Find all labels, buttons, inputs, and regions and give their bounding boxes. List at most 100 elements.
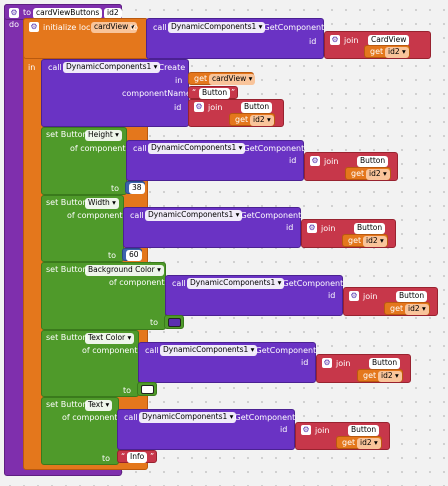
id-label: id xyxy=(301,358,309,367)
string-button[interactable]: Button xyxy=(396,291,428,302)
procedure-param-field[interactable]: id2 xyxy=(104,8,122,19)
component-dropdown[interactable]: DynamicComponents1 ▾ xyxy=(139,412,237,423)
color-block[interactable] xyxy=(137,382,157,396)
call-label: call xyxy=(172,279,186,288)
color-block[interactable] xyxy=(164,315,184,329)
get-var-field[interactable]: id2 ▾ xyxy=(378,371,402,382)
gear-icon[interactable]: ⚙ xyxy=(29,22,39,32)
string-button[interactable]: Button xyxy=(241,102,273,113)
color-swatch[interactable] xyxy=(141,385,154,394)
get-id2-block[interactable]: get id2 ▾ xyxy=(384,302,430,315)
property-dropdown[interactable]: Width ▾ xyxy=(85,198,119,209)
number-block[interactable]: 60 xyxy=(122,248,142,261)
set-text-block[interactable]: set Button. Text ▾ of component to xyxy=(41,397,119,465)
get-var-field[interactable]: cardView ▾ xyxy=(209,74,256,85)
component-dropdown[interactable]: DynamicComponents1 ▾ xyxy=(63,62,161,73)
of-component-label: of component xyxy=(109,278,165,287)
get-var-field[interactable]: id2 ▾ xyxy=(405,304,429,315)
get-cardview-block[interactable]: get cardView ▾ xyxy=(188,72,256,85)
get-id2-block[interactable]: get id2 ▾ xyxy=(357,369,403,382)
set-text-color-block[interactable]: set Button. Text Color ▾ of component to xyxy=(41,330,139,397)
get-component-block[interactable]: call DynamicComponents1 ▾ .GetComponent … xyxy=(146,18,324,59)
method-label: .GetComponent xyxy=(238,211,302,220)
component-dropdown[interactable]: DynamicComponents1 ▾ xyxy=(160,345,258,356)
initialize-local-header[interactable]: ⚙ initialize local cardView ▾ to xyxy=(23,18,148,59)
create-block[interactable]: call DynamicComponents1 ▾ .Create in com… xyxy=(41,59,191,127)
to-label: to xyxy=(102,454,111,463)
local-var-name-field[interactable]: cardView ▾ xyxy=(91,22,138,33)
string-info-block[interactable]: “ Info ” xyxy=(117,450,157,463)
method-label: .GetComponent xyxy=(241,144,305,153)
call-label: call xyxy=(133,144,147,153)
get-var-field[interactable]: id2 ▾ xyxy=(250,115,274,126)
get-component-block[interactable]: call DynamicComponents1 ▾ .GetComponent … xyxy=(123,207,301,248)
id-label: id xyxy=(280,425,288,434)
string-info[interactable]: Info xyxy=(127,452,148,463)
string-cardview[interactable]: CardView xyxy=(368,35,410,46)
gear-icon[interactable]: ⚙ xyxy=(9,8,19,18)
component-dropdown[interactable]: DynamicComponents1 ▾ xyxy=(168,22,266,33)
procedure-name-field[interactable]: cardViewButtons xyxy=(33,8,103,19)
of-component-label: of component xyxy=(67,211,123,220)
get-id2-block[interactable]: get id2 ▾ xyxy=(229,113,275,126)
property-dropdown[interactable]: Height ▾ xyxy=(85,130,122,141)
get-component-block[interactable]: call DynamicComponents1 ▾ .GetComponent … xyxy=(117,409,295,450)
component-name-label: componentName xyxy=(122,89,191,98)
gear-icon[interactable]: ⚙ xyxy=(301,425,311,435)
get-var-field[interactable]: id2 ▾ xyxy=(363,236,387,247)
get-label: get xyxy=(390,304,404,313)
set-height-block[interactable]: set Button. Height ▾ of component to xyxy=(41,127,127,195)
init-to-label: to xyxy=(130,23,139,32)
create-in-label: in xyxy=(175,76,183,85)
string-button[interactable]: Button xyxy=(357,156,389,167)
get-component-block[interactable]: call DynamicComponents1 ▾ .GetComponent … xyxy=(138,342,316,383)
number-value-field[interactable]: 60 xyxy=(126,250,142,261)
gear-icon[interactable]: ⚙ xyxy=(307,223,317,233)
component-dropdown[interactable]: DynamicComponents1 ▾ xyxy=(148,143,246,154)
call-label: call xyxy=(145,346,159,355)
procedure-header[interactable]: ⚙ to cardViewButtons id2 xyxy=(4,4,122,20)
string-button[interactable]: Button xyxy=(369,358,401,369)
get-component-block[interactable]: call DynamicComponents1 ▾ .GetComponent … xyxy=(126,140,304,181)
set-width-block[interactable]: set Button. Width ▾ of component to xyxy=(41,195,124,262)
get-var-field[interactable]: id2 ▾ xyxy=(385,47,409,58)
component-dropdown[interactable]: DynamicComponents1 ▾ xyxy=(187,278,285,289)
gear-icon[interactable]: ⚙ xyxy=(322,358,332,368)
to-label: to xyxy=(150,318,159,327)
gear-icon[interactable]: ⚙ xyxy=(194,102,204,112)
get-var-field[interactable]: id2 ▾ xyxy=(366,169,390,180)
join-block[interactable]: ⚙ join Button xyxy=(343,287,438,316)
join-label: join xyxy=(208,103,223,112)
string-button[interactable]: Button xyxy=(348,425,380,436)
id-label: id xyxy=(309,37,317,46)
init-in-label: in xyxy=(28,63,36,72)
property-dropdown[interactable]: Text ▾ xyxy=(85,400,113,411)
string-button-block[interactable]: “ Button ” xyxy=(188,86,238,99)
get-id2-block[interactable]: get id2 ▾ xyxy=(345,167,391,180)
string-button[interactable]: Button xyxy=(354,223,386,234)
component-dropdown[interactable]: DynamicComponents1 ▾ xyxy=(145,210,243,221)
get-label: get xyxy=(370,47,384,56)
call-label: call xyxy=(153,23,167,32)
gear-icon[interactable]: ⚙ xyxy=(330,35,340,45)
get-id2-block[interactable]: get id2 ▾ xyxy=(342,234,388,247)
setter-label: set Button. xyxy=(46,130,91,139)
quote-icon: “ xyxy=(121,452,126,461)
property-dropdown[interactable]: Text Color ▾ xyxy=(85,333,135,344)
get-component-block[interactable]: call DynamicComponents1 ▾ .GetComponent … xyxy=(165,275,343,316)
quote-icon: ” xyxy=(231,88,236,97)
get-id2-block[interactable]: get id2 ▾ xyxy=(364,45,410,58)
of-component-label: of component xyxy=(70,144,126,153)
string-button[interactable]: Button xyxy=(199,88,231,99)
get-id2-block[interactable]: get id2 ▾ xyxy=(336,436,382,449)
color-swatch[interactable] xyxy=(168,318,181,327)
gear-icon[interactable]: ⚙ xyxy=(349,291,359,301)
id-label: id xyxy=(328,291,336,300)
property-dropdown[interactable]: Background Color ▾ xyxy=(85,265,164,276)
gear-icon[interactable]: ⚙ xyxy=(310,156,320,166)
get-var-field[interactable]: id2 ▾ xyxy=(357,438,381,449)
number-value-field[interactable]: 38 xyxy=(129,183,145,194)
set-background-color-block[interactable]: set Button. Background Color ▾ of compon… xyxy=(41,262,166,330)
join-label: join xyxy=(315,426,330,435)
number-block[interactable]: 38 xyxy=(125,181,145,194)
